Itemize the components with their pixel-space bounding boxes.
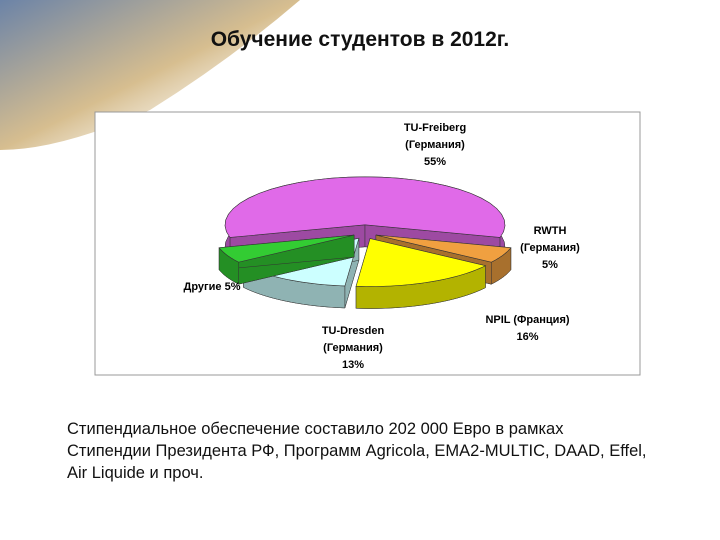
value-label: 5% — [224, 281, 241, 293]
value-label: 13% — [341, 359, 365, 371]
slice — [355, 238, 487, 309]
value-label: 16% — [516, 331, 539, 343]
slice-label: TU-Dresden (Германия) 13% — [298, 323, 408, 374]
slice-top — [218, 234, 355, 263]
category-label: TU-Freiberg (Германия) — [403, 122, 467, 151]
body-text: Стипендиальное обеспечение составило 202… — [67, 420, 647, 482]
chart-frame — [94, 111, 641, 376]
decoration — [0, 0, 300, 150]
slice-label: NPIL (Франция) 16% — [465, 312, 590, 346]
slice-label: Другие 5% — [172, 279, 252, 296]
category-label: Другие — [183, 281, 222, 293]
slice-label: RWTH (Германия) 5% — [505, 223, 595, 274]
slice-top — [355, 238, 487, 287]
pie — [218, 176, 512, 309]
value-label: 55% — [423, 156, 447, 168]
slice-top — [375, 234, 512, 263]
category-label: TU-Dresden (Германия) — [321, 325, 385, 354]
slide-title: Обучение студентов в 2012г. — [210, 28, 510, 51]
category-label: NPIL (Франция) — [485, 314, 570, 326]
value-label: 5% — [542, 259, 558, 271]
slice — [218, 234, 355, 285]
slice-label: TU-Freiberg (Германия) 55% — [380, 120, 490, 171]
category-label: RWTH (Германия) — [520, 225, 580, 254]
slice-top — [224, 176, 506, 238]
